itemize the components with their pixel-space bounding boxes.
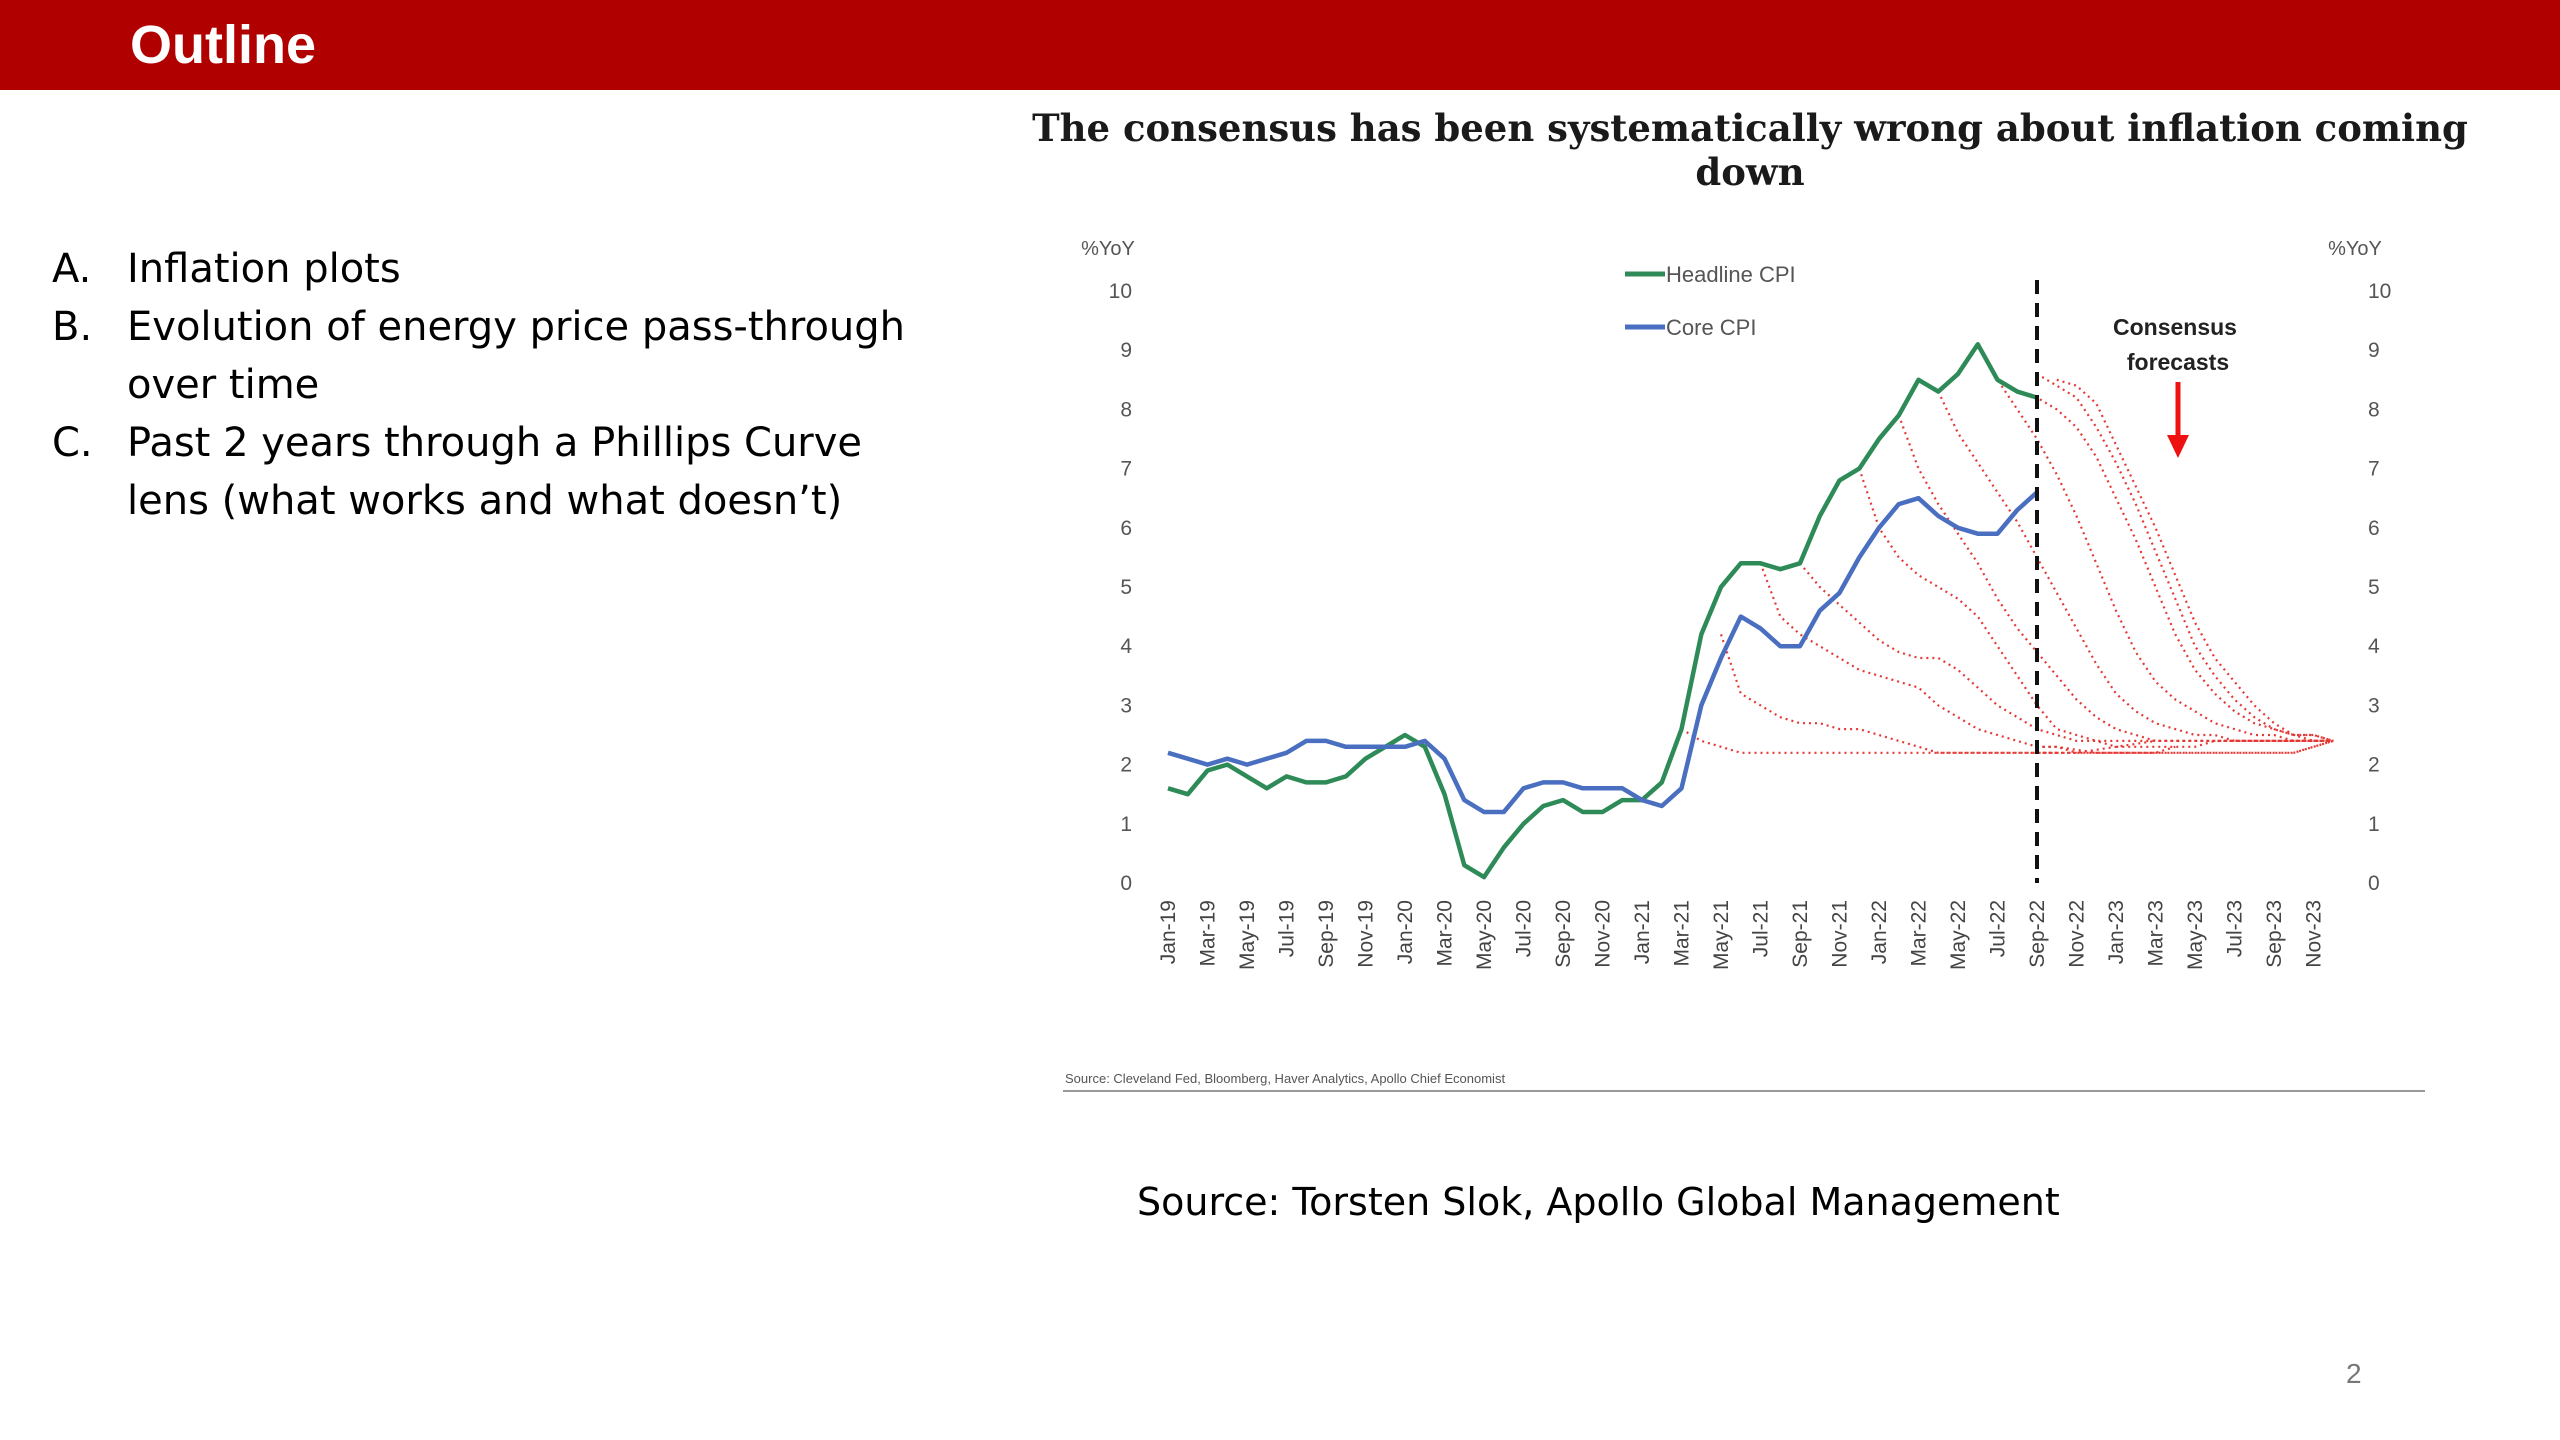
x-tick-label: Jul-21 (1750, 900, 1773, 957)
y-tick-label-left: 8 (1120, 398, 1132, 421)
outline-text: Evolution of energy price pass-through o… (127, 304, 906, 408)
outline-marker: A. (52, 246, 92, 292)
x-tick-label: May-21 (1710, 900, 1733, 970)
forecast-path (1937, 391, 2334, 742)
y-axis-label-right: %YoY (2328, 238, 2382, 260)
x-tick-label: Jan-21 (1631, 900, 1654, 964)
y-tick-label-right: 7 (2368, 458, 2380, 481)
forecast-path (1759, 562, 2334, 754)
y-tick-label-left: 0 (1120, 872, 1132, 895)
x-tick-label: Jul-20 (1513, 900, 1536, 957)
forecast-path (2056, 378, 2334, 742)
y-tick-label-left: 9 (1120, 339, 1132, 362)
x-tick-label: Jul-22 (1987, 900, 2010, 957)
y-tick-label-right: 1 (2368, 813, 2380, 836)
forecast-path (1719, 634, 2334, 754)
x-tick-label: May-22 (1947, 900, 1970, 970)
x-tick-label: Nov-21 (1829, 900, 1852, 968)
annotation-arrow-icon (2167, 435, 2189, 458)
x-tick-label: Nov-20 (1592, 900, 1615, 968)
x-tick-label: Nov-23 (2303, 900, 2326, 968)
outline-marker: C. (52, 420, 93, 466)
forecast-path (1976, 343, 2334, 742)
x-tick-label: Sep-19 (1315, 900, 1338, 968)
forecast-path-low (2037, 739, 2156, 754)
annotation-text: Consensus (2113, 314, 2237, 340)
y-tick-label-right: 2 (2368, 754, 2380, 777)
y-tick-label-right: 6 (2368, 517, 2380, 540)
forecast-path (2016, 390, 2334, 742)
chart-title: The consensus has been systematically wr… (1032, 106, 2468, 194)
x-tick-label: May-23 (2184, 900, 2207, 970)
forecast-path (1858, 468, 2334, 742)
forecast-path (1897, 414, 2334, 742)
x-tick-label: Sep-20 (1552, 900, 1575, 968)
page-number: 2 (2346, 1358, 2362, 1389)
y-tick-label-left: 10 (1109, 280, 1132, 303)
y-axis-label-left: %YoY (1081, 238, 1135, 260)
x-tick-label: Mar-20 (1434, 900, 1457, 967)
outline-text: Inflation plots (127, 246, 401, 292)
series-line (1167, 490, 2039, 815)
y-tick-label-right: 5 (2368, 576, 2380, 599)
x-tick-label: Jul-19 (1276, 900, 1299, 957)
y-tick-label-left: 7 (1120, 458, 1132, 481)
x-tick-label: Jan-19 (1157, 900, 1180, 964)
slide-header-bar (0, 0, 2560, 90)
outline-item: C. Past 2 years through a Phillips Curve … (52, 414, 952, 530)
forecast-path-low (2037, 745, 2176, 754)
y-tick-label-left: 3 (1120, 694, 1132, 717)
x-tick-label: Mar-21 (1671, 900, 1694, 967)
x-tick-label: May-19 (1236, 900, 1259, 970)
x-tick-label: May-20 (1473, 900, 1496, 970)
inflation-chart: %YoY %YoY 0 0 1 1 2 2 3 3 4 4 5 5 6 6 7 7 8 8 9 9 10 10 Jan-19 Ma… (1063, 238, 2425, 1092)
y-tick-label-right: 3 (2368, 694, 2380, 717)
x-tick-label: Mar-23 (2145, 900, 2168, 967)
x-tick-label: Jan-20 (1394, 900, 1417, 964)
y-tick-label-right: 0 (2368, 872, 2380, 895)
y-tick-label-right: 9 (2368, 339, 2380, 362)
x-tick-label: Sep-21 (1789, 900, 1812, 968)
slide-title: Outline (130, 15, 316, 75)
annotation-text: forecasts (2127, 349, 2229, 375)
x-tick-label: Mar-19 (1197, 900, 1220, 967)
legend-label: Core CPI (1666, 315, 1756, 340)
outline-list: A. Inflation plots B. Evolution of energy p… (52, 240, 952, 530)
forecast-path (1680, 728, 2057, 754)
outline-text: Past 2 years through a Phillips Curve le… (127, 420, 863, 524)
y-tick-label-left: 4 (1120, 635, 1132, 658)
source-caption: Source: Torsten Slok, Apollo Global Mana… (1137, 1180, 2060, 1224)
x-tick-label: Sep-23 (2263, 900, 2286, 968)
legend-label: Headline CPI (1666, 262, 1796, 287)
chart-source-note: Source: Cleveland Fed, Bloomberg, Haver … (1065, 1071, 1505, 1086)
y-tick-label-left: 5 (1120, 576, 1132, 599)
series-line (1167, 342, 2038, 880)
x-tick-label: Nov-19 (1355, 900, 1378, 968)
y-tick-label-left: 2 (1120, 754, 1132, 777)
x-tick-label: Jan-23 (2105, 900, 2128, 964)
x-tick-label: Mar-22 (1908, 900, 1931, 967)
forecast-path (2036, 372, 2334, 742)
x-tick-label: Sep-22 (2026, 900, 2049, 968)
outline-marker: B. (52, 304, 93, 350)
y-tick-label-right: 8 (2368, 398, 2380, 421)
x-tick-label: Jul-23 (2224, 900, 2247, 957)
y-tick-label-right: 4 (2368, 635, 2380, 658)
x-tick-label: Jan-22 (1868, 900, 1891, 964)
x-tick-label: Nov-22 (2066, 900, 2089, 968)
y-tick-label-left: 1 (1120, 813, 1132, 836)
outline-item: B. Evolution of energy price pass-through… (52, 298, 952, 414)
y-tick-label-right: 10 (2368, 280, 2391, 303)
outline-item: A. Inflation plots (52, 240, 952, 298)
forecast-path (1799, 562, 2334, 748)
y-tick-label-left: 6 (1120, 517, 1132, 540)
